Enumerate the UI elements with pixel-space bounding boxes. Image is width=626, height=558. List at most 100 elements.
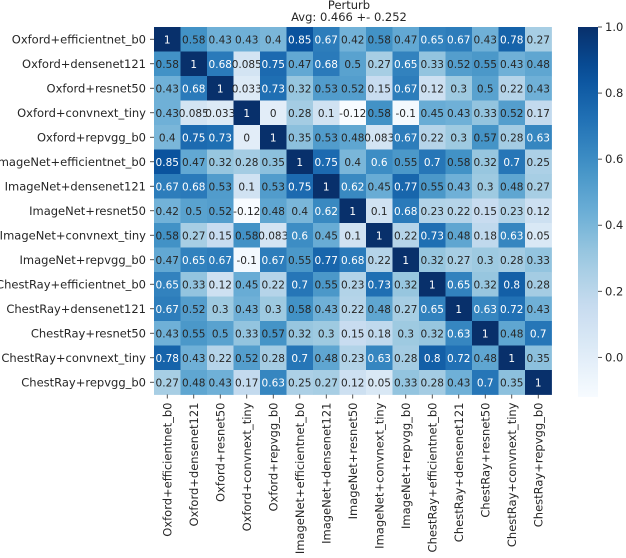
cell-value-label: 0.48 (447, 230, 470, 242)
cell-value-label: 0.53 (262, 181, 285, 193)
cell-value-label: 0.65 (447, 279, 470, 291)
cell-value-label: 0.45 (368, 181, 391, 193)
cell-value-label: 0.25 (527, 157, 550, 169)
colorbar-tick-label: 0.6 (605, 152, 623, 166)
cell-value-label: 0.32 (421, 255, 444, 267)
cell-value-label: 0.33 (182, 279, 205, 291)
cell-value-label: 0.55 (288, 255, 311, 267)
heatmap-cell (366, 370, 393, 395)
cell-value-label: 0.63 (500, 230, 523, 242)
column-label: Oxford+densenet121 (187, 403, 201, 527)
column-labels: Oxford+efficientnet_b0 Oxford+densenet121… (160, 394, 545, 554)
cell-value-label: 0.3 (318, 328, 335, 340)
heatmap-cell (339, 76, 367, 101)
cell-value-label: 0.12 (527, 206, 550, 218)
heatmap-cell (419, 100, 446, 126)
cell-value-label: 0.7 (424, 157, 441, 169)
cell-value-label: 0.58 (368, 34, 391, 46)
cell-value-label: 1 (402, 255, 409, 267)
heatmap-cell (472, 321, 499, 346)
cell-value-label: 0.48 (315, 353, 338, 365)
heatmap-cell (472, 198, 499, 224)
cell-value-label: 0.68 (182, 83, 205, 95)
heatmap-cell (207, 296, 234, 322)
cell-value-label: 0.17 (527, 108, 550, 120)
cell-value-label: 0.4 (159, 132, 176, 144)
cell-value-label: 1 (296, 157, 303, 169)
chart-title: Perturb (328, 0, 370, 12)
heatmap-cell (180, 100, 208, 126)
cell-value-label: 0.7 (291, 279, 308, 291)
heatmap-cell (313, 272, 340, 297)
heatmap-cell (498, 125, 526, 150)
heatmap-cell (180, 76, 208, 101)
chart-subtitle: Avg: 0.466 +- 0.252 (291, 10, 407, 24)
cell-value-label: 0.63 (368, 353, 391, 365)
heatmap-cell (154, 198, 181, 224)
heatmap-cell (472, 76, 499, 101)
cell-value-label: 0.72 (500, 304, 523, 316)
heatmap-cell (419, 174, 446, 199)
heatmap-cell (154, 27, 181, 52)
cell-value-label: 0.23 (341, 279, 364, 291)
cell-value-label: 0.23 (341, 353, 364, 365)
cell-value-label: 0.72 (447, 353, 470, 365)
cell-value-label: 0.22 (421, 132, 444, 144)
cell-value-label: 0.27 (156, 377, 179, 389)
heatmap-cell (233, 370, 261, 395)
heatmap-cell (286, 125, 314, 150)
heatmap-cell (260, 223, 287, 248)
cell-value-label: 0.085 (179, 108, 209, 120)
heatmap-cell (419, 149, 446, 175)
heatmap-cell (207, 272, 234, 297)
cell-value-label: 0.45 (315, 230, 338, 242)
cell-value-label: 0.1 (371, 206, 388, 218)
cell-value-label: 0.033 (232, 83, 262, 95)
cell-value-label: 0.6 (291, 230, 308, 242)
colorbar-gradient (578, 27, 598, 397)
cell-value-label: 0.67 (315, 34, 338, 46)
heatmap-cell (313, 345, 340, 371)
heatmap-cell (392, 247, 420, 273)
cell-value-label: 0.55 (182, 328, 205, 340)
cell-value-label: 1 (482, 328, 489, 340)
heatmap-cell (154, 321, 181, 346)
cell-value-label: 0.57 (474, 132, 497, 144)
heatmap-cell (180, 296, 208, 322)
heatmap-cell (445, 223, 473, 248)
cell-value-label: 0.65 (394, 59, 417, 71)
heatmap-cell (445, 27, 473, 52)
heatmap-cell (313, 198, 340, 224)
cell-value-label: 0.43 (527, 83, 550, 95)
cell-value-label: 0.28 (500, 255, 523, 267)
cell-value-label: 0.67 (447, 34, 470, 46)
heatmap-cell (180, 345, 208, 371)
cell-value-label: 0 (243, 132, 250, 144)
heatmap-cell (366, 223, 393, 248)
cell-value-label: 0.65 (156, 279, 179, 291)
heatmap-cell (286, 76, 314, 101)
heatmap-cell (286, 149, 314, 175)
cell-value-label: 0.53 (315, 132, 338, 144)
heatmap-cell (366, 125, 393, 150)
heatmap-cell (313, 27, 340, 52)
heatmap-cell (260, 149, 287, 175)
heatmap-cell (313, 247, 340, 273)
row-label: Oxford+repvgg_b0 (37, 130, 146, 144)
heatmap-cell (313, 174, 340, 199)
heatmap-cell (313, 149, 340, 175)
heatmap-cell (498, 247, 526, 273)
column-label: ChestRay+convnext_tiny (505, 402, 519, 547)
cell-value-label: 0.52 (500, 108, 523, 120)
heatmap-cell (525, 345, 552, 371)
heatmap-cell (472, 27, 499, 52)
heatmap-cell (472, 345, 499, 371)
cell-value-label: 0.75 (182, 132, 205, 144)
heatmap-cell (313, 223, 340, 248)
heatmap-cell (472, 247, 499, 273)
heatmap-cell (207, 100, 234, 126)
cell-value-label: 0.68 (394, 206, 417, 218)
cell-value-label: 0.48 (341, 132, 364, 144)
row-label: ImageNet+resnet50 (29, 204, 146, 218)
